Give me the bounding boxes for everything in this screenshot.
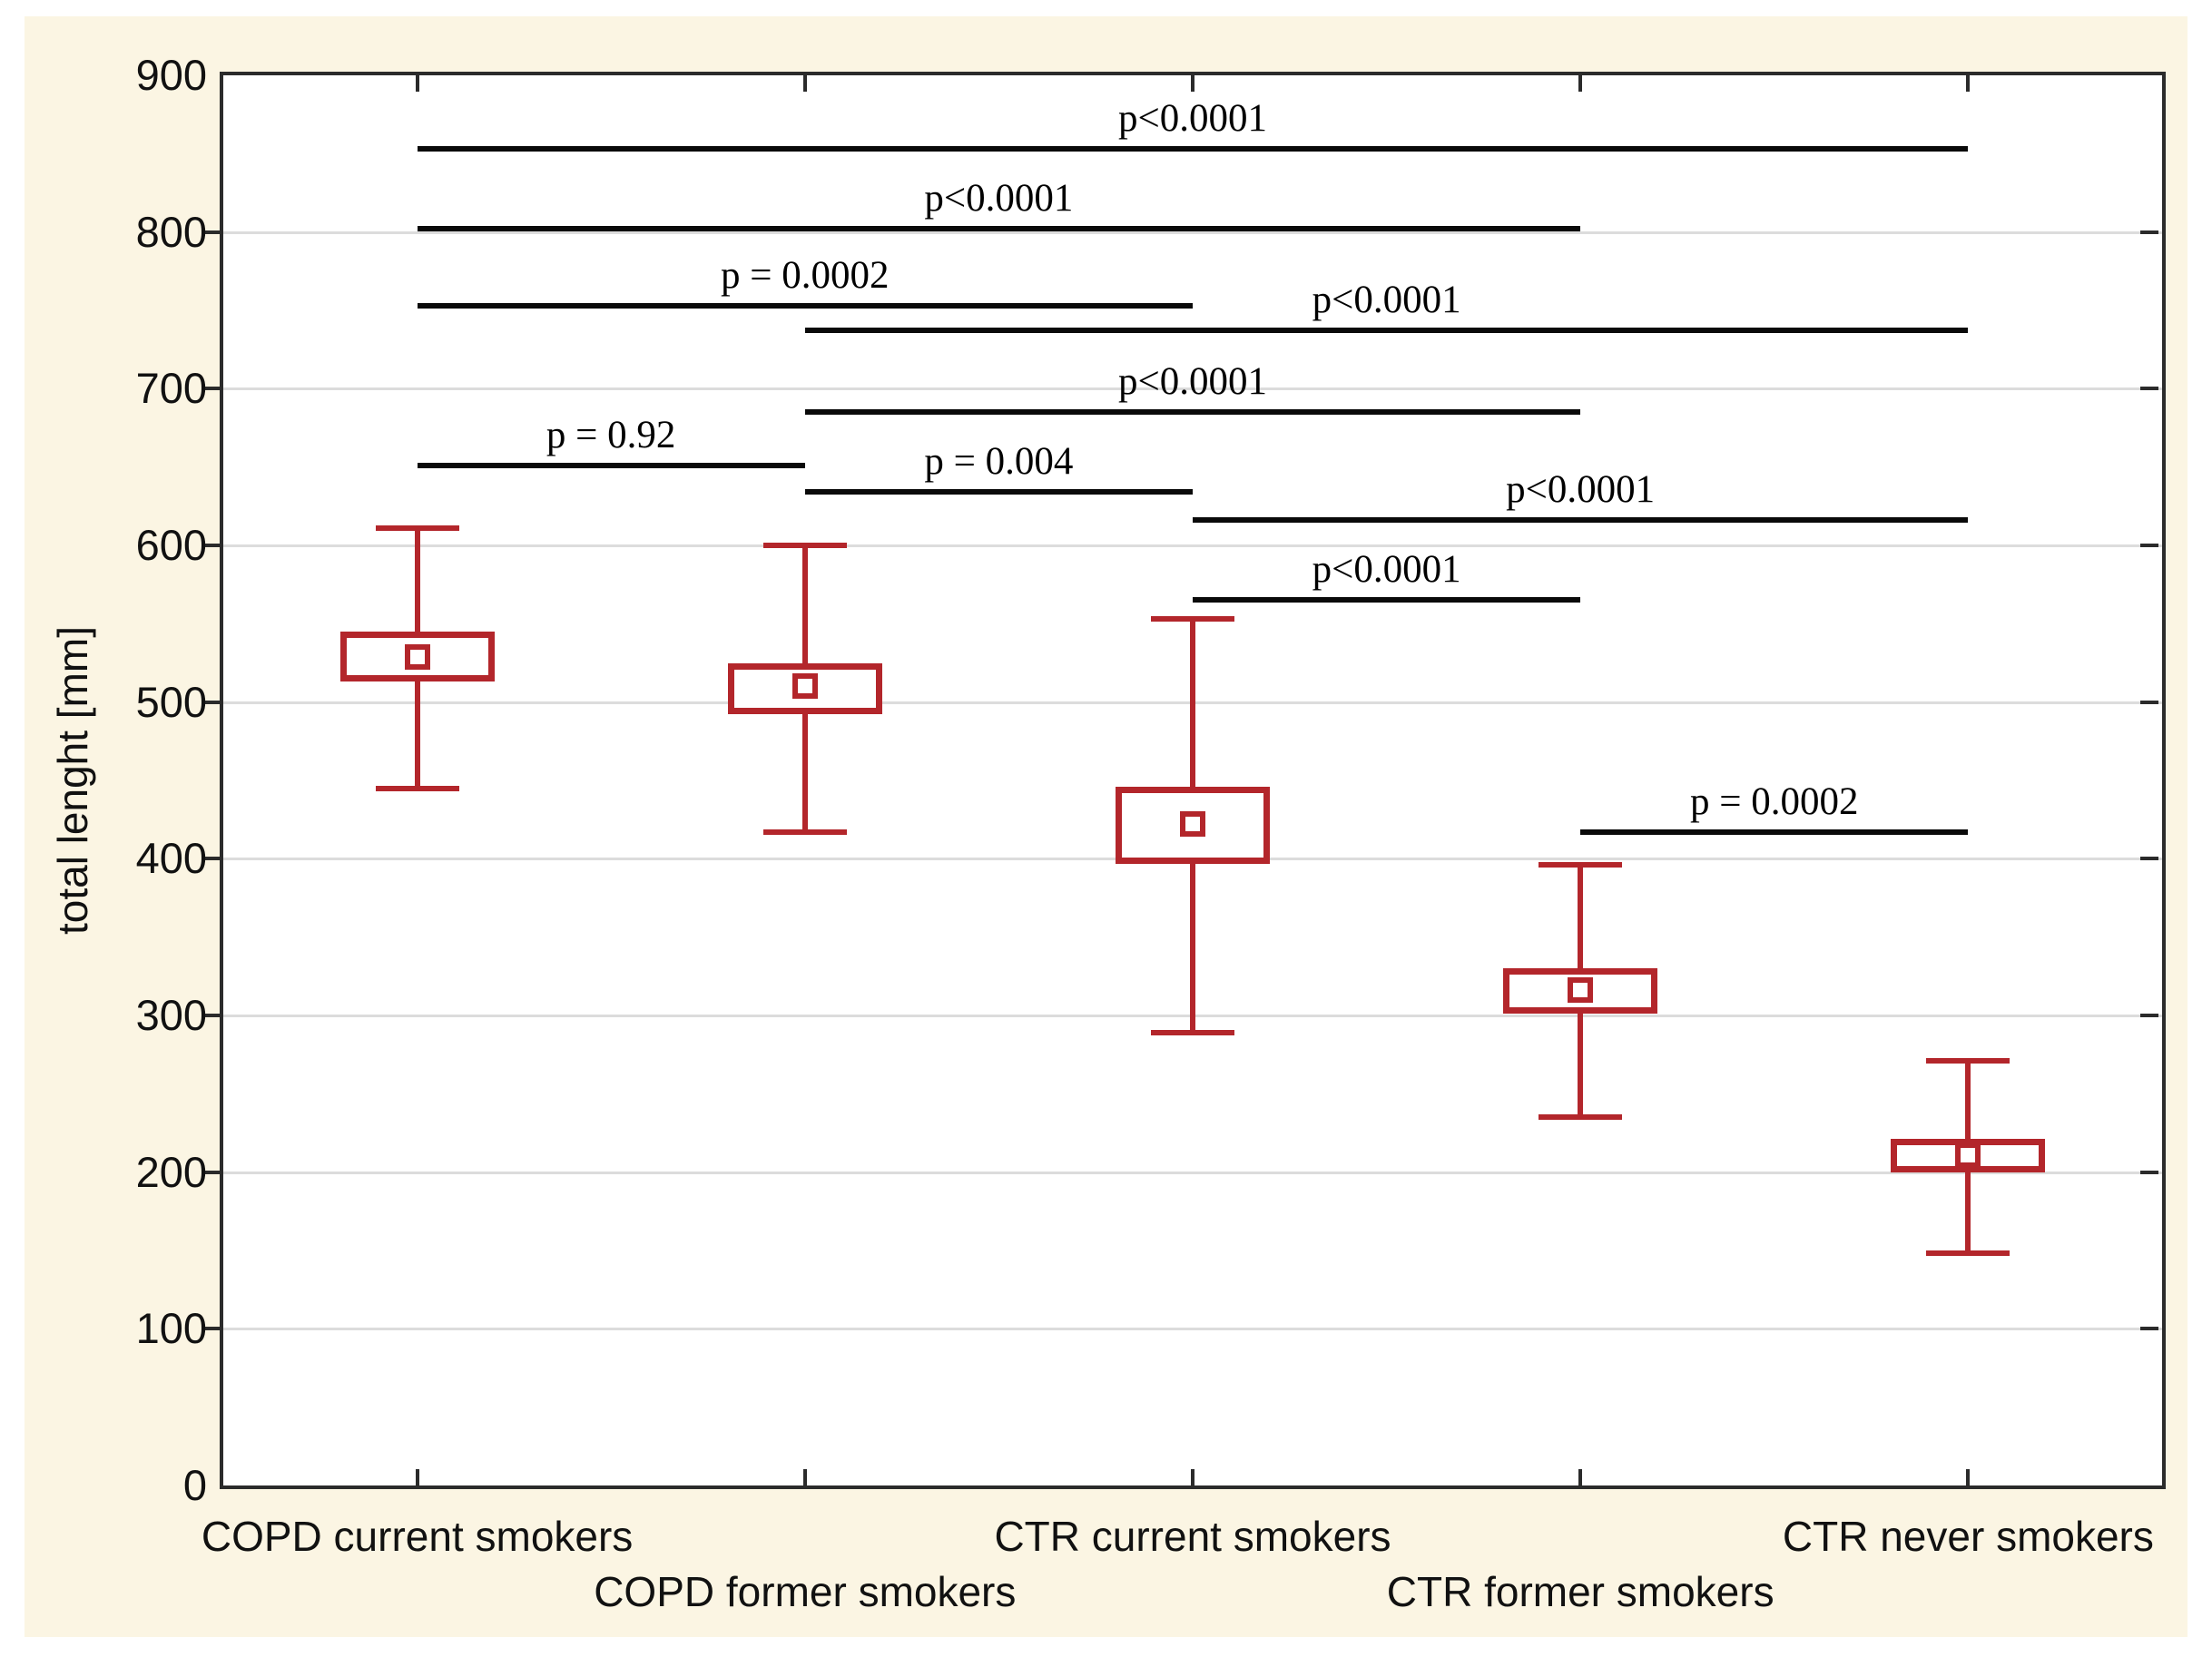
significance-label-3: p = 0.0002 bbox=[721, 253, 890, 297]
whisker-cap-top-ctr-former-smokers bbox=[1539, 862, 1623, 868]
y-tick-left bbox=[205, 1327, 223, 1331]
significance-label-5: p<0.0001 bbox=[1117, 360, 1267, 404]
whisker-cap-top-ctr-never-smokers bbox=[1926, 1058, 2010, 1064]
significance-line-9 bbox=[1193, 597, 1581, 603]
significance-label-4: p<0.0001 bbox=[1312, 279, 1461, 322]
y-tick-label: 700 bbox=[135, 364, 207, 413]
mean-marker-copd-former-smokers bbox=[791, 673, 818, 700]
x-tick-bottom bbox=[1191, 1469, 1194, 1485]
significance-label-1: p<0.0001 bbox=[1117, 97, 1267, 141]
y-tick-left bbox=[205, 387, 223, 391]
y-tick-left bbox=[205, 1170, 223, 1174]
significance-line-4 bbox=[804, 328, 1969, 334]
y-tick-label: 0 bbox=[182, 1461, 207, 1509]
y-tick-left bbox=[205, 857, 223, 861]
y-tick-label: 100 bbox=[135, 1304, 207, 1353]
y-tick-right bbox=[2140, 700, 2158, 704]
gridline-y-700 bbox=[223, 387, 2162, 391]
whisker-cap-bottom-ctr-never-smokers bbox=[1926, 1250, 2010, 1257]
y-axis-title: total lenght [mm] bbox=[49, 625, 96, 936]
significance-line-1 bbox=[417, 146, 1969, 152]
significance-label-6: p = 0.92 bbox=[546, 413, 676, 456]
y-tick-label: 200 bbox=[135, 1147, 207, 1196]
whisker-cap-top-copd-current-smokers bbox=[375, 525, 459, 531]
y-tick-left bbox=[205, 544, 223, 547]
y-tick-right bbox=[2140, 544, 2158, 547]
x-tick-bottom bbox=[802, 1469, 807, 1485]
y-tick-left bbox=[205, 700, 223, 704]
significance-line-6 bbox=[417, 462, 805, 468]
y-tick-label: 500 bbox=[135, 677, 207, 726]
y-tick-left bbox=[205, 230, 223, 234]
y-tick-right bbox=[2140, 1170, 2158, 1174]
x-category-label-ctr-never-smokers: CTR never smokers bbox=[1782, 1513, 2154, 1560]
mean-marker-ctr-never-smokers bbox=[1955, 1142, 1981, 1168]
whisker-cap-bottom-ctr-former-smokers bbox=[1539, 1114, 1623, 1121]
mean-marker-ctr-current-smokers bbox=[1180, 811, 1205, 838]
x-category-label-ctr-current-smokers: CTR current smokers bbox=[994, 1513, 1391, 1560]
gridline-y-100 bbox=[223, 1328, 2162, 1331]
x-tick-top bbox=[802, 75, 807, 92]
whisker-cap-bottom-ctr-current-smokers bbox=[1151, 1029, 1234, 1035]
y-tick-label: 400 bbox=[135, 834, 207, 883]
significance-line-2 bbox=[417, 226, 1581, 232]
y-tick-left bbox=[205, 1014, 223, 1017]
box-ctr-current-smokers bbox=[1116, 786, 1270, 864]
y-tick-right bbox=[2140, 230, 2158, 234]
significance-label-8: p<0.0001 bbox=[1506, 468, 1656, 512]
significance-label-9: p<0.0001 bbox=[1312, 548, 1461, 592]
gridline-y-600 bbox=[223, 544, 2162, 547]
y-tick-label: 900 bbox=[135, 51, 207, 99]
significance-line-8 bbox=[1193, 517, 1969, 524]
x-tick-top bbox=[1966, 75, 1971, 92]
whisker-cap-top-ctr-current-smokers bbox=[1151, 616, 1234, 623]
x-tick-top bbox=[1578, 75, 1583, 92]
y-tick-label: 800 bbox=[135, 207, 207, 256]
x-category-label-ctr-former-smokers: CTR former smokers bbox=[1386, 1568, 1775, 1615]
significance-line-7 bbox=[804, 489, 1193, 495]
x-tick-top bbox=[1191, 75, 1194, 92]
whisker-cap-bottom-copd-current-smokers bbox=[375, 785, 459, 791]
gridline-y-200 bbox=[223, 1171, 2162, 1174]
y-tick-label: 300 bbox=[135, 991, 207, 1039]
x-category-label-copd-current-smokers: COPD current smokers bbox=[201, 1513, 634, 1560]
whisker-cap-top-copd-former-smokers bbox=[762, 543, 847, 548]
x-tick-bottom bbox=[1578, 1469, 1583, 1485]
y-tick-label: 600 bbox=[135, 521, 207, 569]
significance-line-3 bbox=[417, 302, 1193, 309]
significance-line-5 bbox=[804, 409, 1581, 416]
significance-label-2: p<0.0001 bbox=[924, 177, 1074, 221]
y-tick-right bbox=[2140, 1014, 2158, 1017]
y-tick-right bbox=[2140, 1327, 2158, 1331]
box-copd-former-smokers bbox=[727, 662, 882, 715]
significance-label-7: p = 0.004 bbox=[924, 440, 1074, 484]
mean-marker-ctr-former-smokers bbox=[1568, 977, 1594, 1004]
whisker-cap-bottom-copd-former-smokers bbox=[762, 828, 847, 835]
mean-marker-copd-current-smokers bbox=[404, 643, 430, 670]
x-tick-top bbox=[415, 75, 419, 92]
gridline-y-800 bbox=[223, 230, 2162, 234]
x-category-label-copd-former-smokers: COPD former smokers bbox=[594, 1568, 1017, 1615]
x-tick-bottom bbox=[1966, 1469, 1971, 1485]
y-tick-right bbox=[2140, 387, 2158, 391]
significance-line-10 bbox=[1580, 828, 1969, 835]
significance-label-10: p = 0.0002 bbox=[1690, 779, 1859, 823]
y-tick-right bbox=[2140, 857, 2158, 861]
x-tick-bottom bbox=[415, 1469, 419, 1485]
